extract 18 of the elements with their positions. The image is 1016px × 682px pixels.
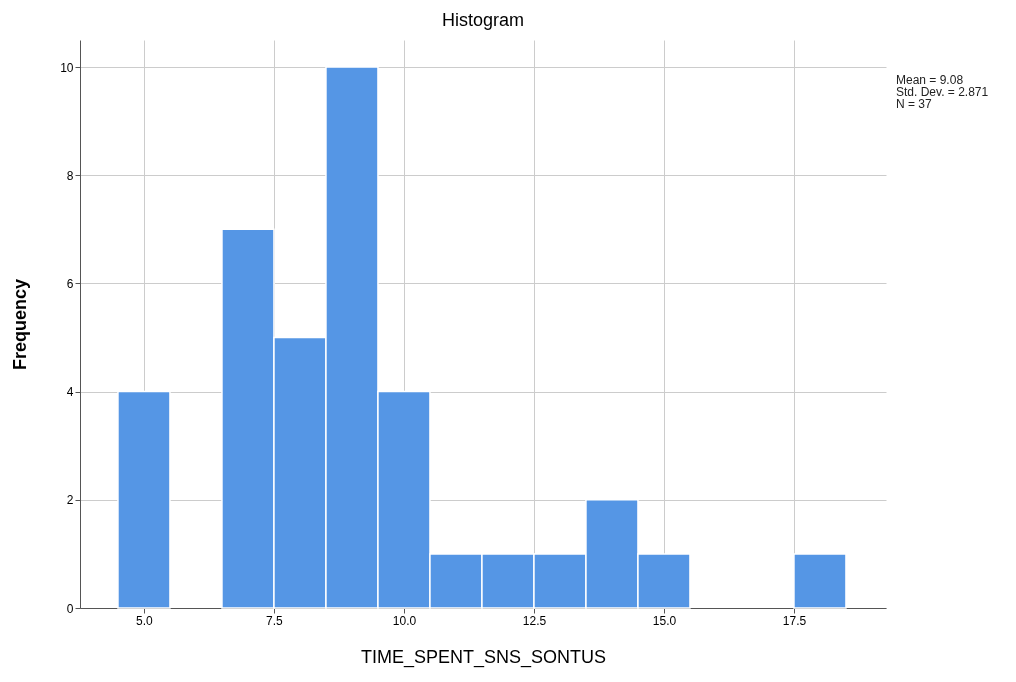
y-tick-label: 2 — [66, 493, 74, 508]
y-tick-label: 10 — [60, 60, 74, 75]
y-axis-title: Frequency — [10, 278, 31, 371]
x-tick-label: 15.0 — [652, 613, 677, 628]
y-tick-label: 8 — [66, 168, 74, 183]
x-tick-label: 17.5 — [782, 613, 807, 628]
text: N = 37 — [896, 97, 933, 111]
y-tick-label: 0 — [66, 601, 74, 616]
text: Std. Dev. = 2.871 — [896, 85, 989, 99]
x-tick-label: 10.0 — [392, 613, 417, 628]
text: Mean = 9.08 — [896, 73, 964, 87]
chart-title: Histogram — [441, 10, 525, 30]
x-tick-label: 7.5 — [266, 613, 284, 628]
y-tick-label: 6 — [66, 276, 74, 291]
x-axis-title: TIME_SPENT_SNS_SONTUS — [360, 646, 607, 668]
x-tick-label: 12.5 — [522, 613, 547, 628]
x-tick-label: 5.0 — [136, 613, 154, 628]
y-tick-label: 4 — [66, 385, 74, 400]
